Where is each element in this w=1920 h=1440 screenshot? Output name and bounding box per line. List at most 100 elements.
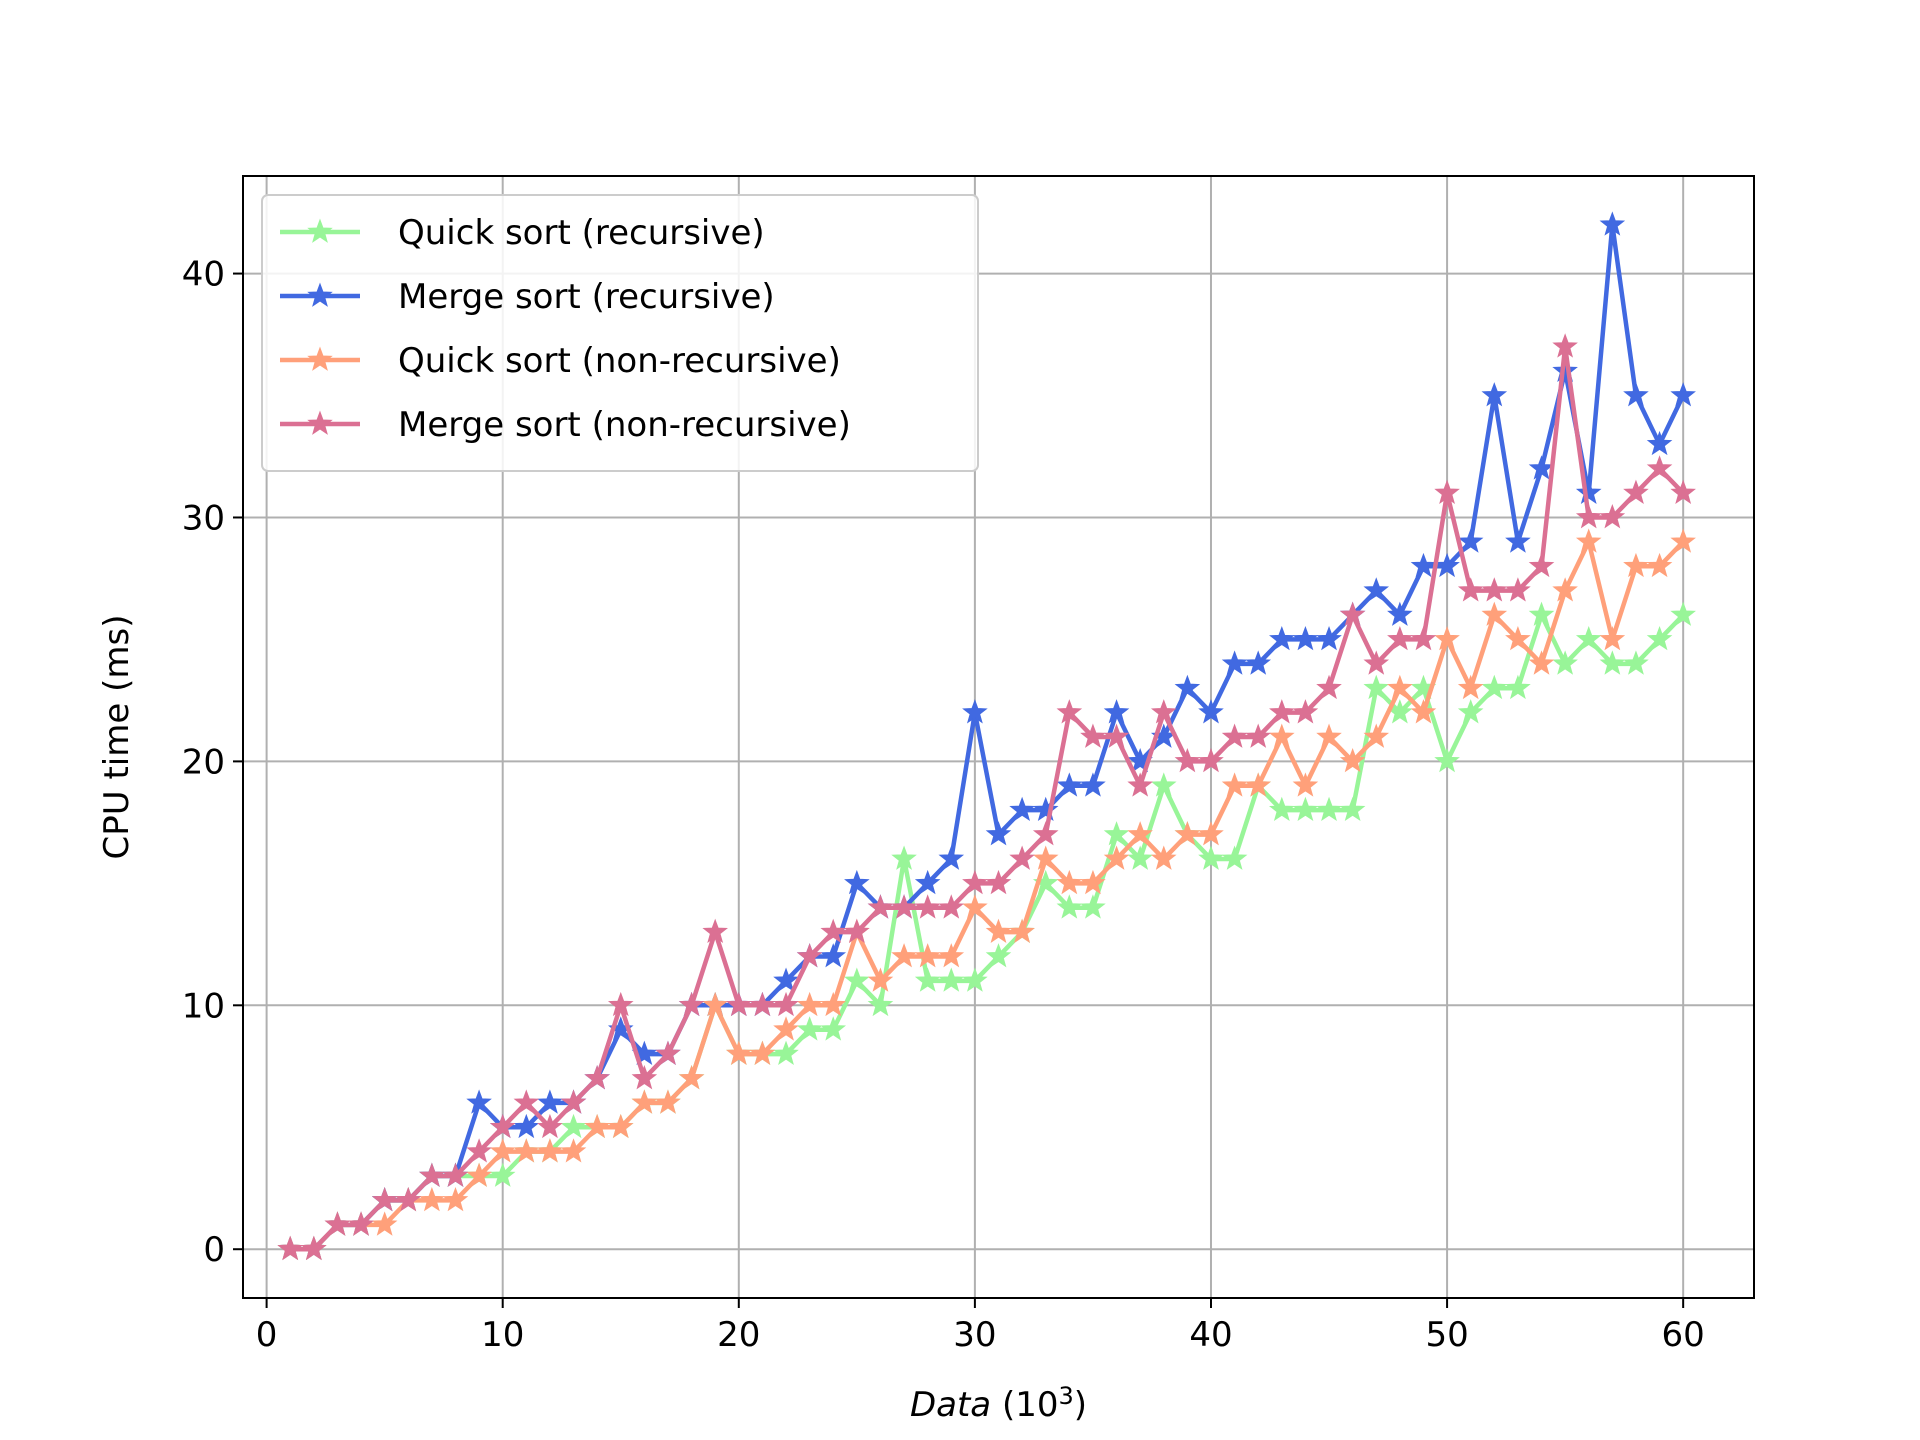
series-1-point-51 bbox=[1481, 382, 1508, 407]
series-3-point-55 bbox=[1575, 504, 1602, 529]
series-1-point-42 bbox=[1269, 625, 1295, 651]
series-1-point-21 bbox=[773, 967, 799, 992]
series-3-point-20 bbox=[749, 991, 776, 1017]
series-1-point-10 bbox=[513, 1113, 540, 1139]
series-1-point-53 bbox=[1528, 455, 1555, 480]
series-1-point-24 bbox=[844, 869, 870, 895]
series-2-point-58 bbox=[1646, 552, 1673, 578]
x-tick-label-5: 50 bbox=[1425, 1315, 1468, 1355]
series-3-point-36 bbox=[1127, 772, 1153, 797]
series-2-point-34 bbox=[1080, 869, 1106, 895]
x-axis-label-text: Data bbox=[910, 1385, 991, 1425]
series-1-point-33 bbox=[1056, 772, 1083, 797]
series-2-point-35 bbox=[1103, 845, 1130, 870]
series-3-point-29 bbox=[962, 869, 988, 895]
series-3-point-40 bbox=[1221, 723, 1248, 748]
legend-item-3: Merge sort (non-recursive) bbox=[280, 405, 851, 445]
series-2 bbox=[277, 528, 1696, 1261]
series-3-point-56 bbox=[1599, 504, 1626, 529]
series-3-point-3 bbox=[348, 1211, 374, 1236]
series-2-point-57 bbox=[1623, 552, 1649, 578]
series-1-point-34 bbox=[1080, 772, 1106, 797]
series-2-point-21 bbox=[773, 1016, 799, 1041]
series-3-point-6 bbox=[419, 1162, 445, 1187]
series-3-point-12 bbox=[560, 1089, 587, 1114]
series-2-point-59 bbox=[1670, 528, 1696, 553]
ticks: 0 10 20 30 40 50 60 0 10 20 30 40 bbox=[182, 255, 1705, 1355]
y-tick-label-4: 40 bbox=[182, 255, 225, 295]
series-3-point-13 bbox=[584, 1065, 610, 1090]
series-3-point-21 bbox=[773, 991, 799, 1017]
series-0-point-26 bbox=[891, 845, 917, 870]
series-3-point-52 bbox=[1505, 577, 1531, 602]
series-3-point-24 bbox=[844, 918, 870, 944]
series-3-point-57 bbox=[1623, 479, 1649, 504]
legend: Quick sort (recursive) Merge sort (recurs… bbox=[261, 194, 979, 472]
series-0-point-9 bbox=[489, 1162, 516, 1187]
y-tick-label-0: 0 bbox=[203, 1230, 225, 1270]
series-0-point-36 bbox=[1127, 845, 1153, 870]
x-axis-label-unit-close: ) bbox=[1074, 1385, 1087, 1425]
x-tick-label-3: 30 bbox=[953, 1315, 996, 1355]
x-tick-label-4: 40 bbox=[1189, 1315, 1232, 1355]
series-2-point-43 bbox=[1292, 772, 1319, 797]
series-1-point-27 bbox=[914, 869, 941, 895]
series-3-point-53 bbox=[1528, 552, 1555, 578]
series-0-point-46 bbox=[1363, 674, 1390, 700]
series-3-point-10 bbox=[513, 1089, 540, 1114]
series-1-point-8 bbox=[466, 1089, 492, 1114]
series-2-point-54 bbox=[1552, 577, 1578, 602]
series-2-point-18 bbox=[702, 991, 728, 1017]
series-0-point-56 bbox=[1599, 650, 1626, 675]
series-1-point-48 bbox=[1410, 552, 1437, 578]
series-2-point-20 bbox=[749, 1040, 776, 1065]
series-3-point-49 bbox=[1434, 479, 1460, 504]
series-2-point-56 bbox=[1599, 625, 1626, 651]
series-0-point-44 bbox=[1316, 796, 1342, 822]
x-tick-label-0: 0 bbox=[256, 1315, 278, 1355]
series-3-point-28 bbox=[938, 894, 965, 919]
series-2-point-10 bbox=[513, 1138, 540, 1163]
series-3-point-9 bbox=[489, 1113, 516, 1139]
series-3-point-26 bbox=[891, 894, 917, 919]
series-3-point-8 bbox=[466, 1138, 492, 1163]
series-2-point-44 bbox=[1316, 723, 1342, 748]
series-0-point-50 bbox=[1457, 699, 1484, 724]
series-3-point-19 bbox=[726, 991, 752, 1017]
series-1-point-59 bbox=[1670, 382, 1696, 407]
series-3-point-45 bbox=[1339, 601, 1366, 626]
series-1-point-46 bbox=[1363, 577, 1390, 602]
series-3-point-23 bbox=[820, 918, 847, 944]
series-3-point-2 bbox=[324, 1211, 351, 1236]
series-3-point-34 bbox=[1080, 723, 1106, 748]
series-1-point-41 bbox=[1245, 650, 1271, 675]
series-2-point-46 bbox=[1363, 723, 1390, 748]
series-0-point-21 bbox=[773, 1040, 799, 1065]
series-2-point-53 bbox=[1528, 650, 1555, 675]
series-1-point-50 bbox=[1457, 528, 1484, 553]
series-2-point-36 bbox=[1127, 821, 1153, 846]
series-2-point-23 bbox=[820, 991, 847, 1017]
series-2-point-38 bbox=[1174, 821, 1201, 846]
y-tick-label-2: 20 bbox=[182, 742, 225, 782]
series-2-point-16 bbox=[655, 1089, 681, 1114]
series-2-point-12 bbox=[560, 1138, 587, 1163]
series-2-point-8 bbox=[466, 1162, 492, 1187]
series-0-point-59 bbox=[1670, 601, 1696, 626]
series-3-point-48 bbox=[1410, 625, 1437, 651]
series-1-point-43 bbox=[1292, 625, 1319, 651]
series-1-point-30 bbox=[985, 821, 1012, 846]
series-2-point-41 bbox=[1245, 772, 1271, 797]
series-3-point-22 bbox=[796, 943, 823, 968]
series-2-point-26 bbox=[891, 943, 917, 968]
series-3-point-37 bbox=[1150, 699, 1177, 724]
series-2-point-13 bbox=[584, 1113, 610, 1139]
series-3-point-32 bbox=[1032, 821, 1059, 846]
legend-item-0: Quick sort (recursive) bbox=[280, 213, 765, 253]
series-2-point-40 bbox=[1221, 772, 1248, 797]
series-2-point-17 bbox=[678, 1065, 705, 1090]
series-0-point-35 bbox=[1103, 821, 1130, 846]
series-1-point-54 bbox=[1552, 357, 1578, 383]
y-axis-label: CPU time (ms) bbox=[97, 615, 137, 860]
series-0-point-37 bbox=[1150, 772, 1177, 797]
